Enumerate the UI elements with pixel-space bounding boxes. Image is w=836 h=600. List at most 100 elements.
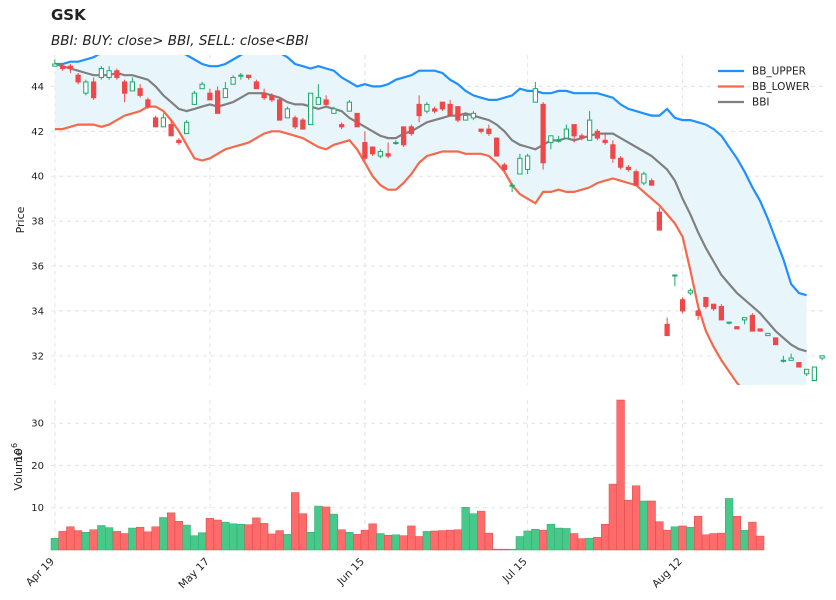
volume-bar xyxy=(593,537,602,551)
volume-bar xyxy=(601,523,610,551)
candle xyxy=(424,102,430,114)
candle-body xyxy=(276,99,283,121)
volume-bar xyxy=(461,507,470,551)
bollinger-band-fill xyxy=(54,55,807,385)
candle-body xyxy=(369,146,376,155)
volume-bar xyxy=(105,527,114,551)
candle xyxy=(67,63,74,73)
candle xyxy=(486,124,492,136)
volume-bar xyxy=(81,532,90,551)
volume-bar xyxy=(360,529,369,551)
candle-body xyxy=(726,321,732,324)
volume-bar xyxy=(678,525,687,551)
candle xyxy=(648,178,655,186)
candle xyxy=(292,115,298,130)
candle-body xyxy=(610,144,616,159)
candle-body xyxy=(400,126,407,146)
candle xyxy=(524,153,531,174)
volume-bar xyxy=(143,531,152,551)
candle-body xyxy=(741,317,748,321)
candle-body xyxy=(780,359,787,362)
candle xyxy=(470,111,477,121)
candle xyxy=(757,328,763,332)
candle xyxy=(788,353,794,361)
volume-bar xyxy=(453,529,462,551)
candle-body xyxy=(548,135,554,144)
volume-bar xyxy=(213,519,222,551)
candle xyxy=(121,79,128,103)
price-axis-label: Price xyxy=(14,206,27,233)
volume-bar xyxy=(577,538,586,551)
candle xyxy=(323,95,329,107)
candle-body xyxy=(114,70,120,78)
candle-body xyxy=(447,103,453,117)
volume-bar xyxy=(624,499,633,551)
candle xyxy=(563,124,570,139)
candle-body xyxy=(207,92,213,101)
candle-body xyxy=(416,103,422,117)
candle xyxy=(703,296,709,309)
candle xyxy=(431,106,438,114)
volume-bar xyxy=(539,529,548,551)
volume-bar xyxy=(182,524,191,551)
volume-bar xyxy=(670,526,679,551)
volume-bars xyxy=(50,399,765,551)
candle-body xyxy=(145,99,151,108)
candle-body xyxy=(269,94,275,101)
candle-body xyxy=(617,157,624,168)
volume-grid xyxy=(51,400,826,550)
candle-body xyxy=(284,108,291,119)
volume-bar xyxy=(74,530,83,551)
volume-bar xyxy=(329,513,338,551)
volume-bar xyxy=(136,526,145,551)
candle-body xyxy=(214,90,221,114)
legend-label: BBI xyxy=(752,97,770,109)
candle xyxy=(338,122,345,130)
volume-y-ticks: 10 20 30 xyxy=(31,419,44,515)
volume-bar xyxy=(120,533,129,551)
candle-body xyxy=(772,337,779,346)
volume-bar xyxy=(748,521,757,551)
volume-bar xyxy=(66,526,75,551)
candle-body xyxy=(75,74,81,83)
volume-bar xyxy=(174,521,183,551)
volume-bar xyxy=(756,535,765,551)
x-tick-label: Jul 15 xyxy=(500,556,530,586)
candle xyxy=(369,146,376,157)
volume-bar xyxy=(205,518,214,551)
candle-body xyxy=(377,151,384,157)
price-tick-label: 42 xyxy=(31,127,44,138)
candle-body xyxy=(470,112,477,119)
candle xyxy=(176,138,182,145)
price-tick-label: 34 xyxy=(31,306,44,317)
candle-body xyxy=(501,164,508,170)
candle-body xyxy=(67,65,74,69)
candle-body xyxy=(710,303,717,310)
candle-body xyxy=(59,65,66,69)
volume-bar xyxy=(446,529,455,551)
candle-body xyxy=(695,310,701,316)
candle xyxy=(114,68,120,80)
volume-bar xyxy=(260,523,269,551)
candle xyxy=(307,92,314,126)
candle xyxy=(803,368,810,377)
candle-body xyxy=(331,108,337,114)
volume-bar xyxy=(306,532,315,551)
volume-bar xyxy=(430,530,439,551)
candle xyxy=(517,153,523,175)
candle-body xyxy=(191,92,198,105)
volume-bar xyxy=(159,517,168,551)
candle-body xyxy=(563,128,570,139)
candle-body xyxy=(555,139,562,142)
price-tick-label: 36 xyxy=(31,262,44,273)
volume-bar xyxy=(291,492,300,551)
candle xyxy=(137,84,143,98)
volume-bar xyxy=(663,529,672,551)
candle xyxy=(772,337,779,346)
volume-bar xyxy=(252,517,261,551)
volume-bar xyxy=(422,531,431,551)
candle-body xyxy=(532,88,539,103)
candle xyxy=(408,124,415,136)
volume-tick-label: 20 xyxy=(31,461,44,472)
candle xyxy=(765,332,771,337)
